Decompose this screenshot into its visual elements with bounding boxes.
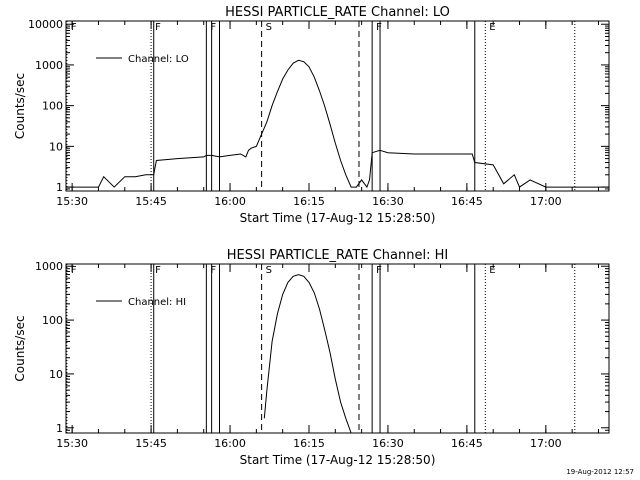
x-tick-label: 15:45 [135,437,167,450]
y-tick-label: 10 [49,368,63,381]
legend-entry-lo: Channel: LO [128,54,189,65]
y-tick-label: 100 [42,100,63,113]
event-marker-label: E [489,22,495,33]
x-tick-label: 16:00 [214,195,246,208]
x-tick-label: 15:45 [135,195,167,208]
plot-frame-lo [65,20,610,192]
x-tick-label: 16:30 [372,195,404,208]
event-marker-label: F [71,22,77,33]
event-marker-label: F [376,22,382,33]
x-tick-label: 16:45 [451,437,483,450]
x-tick-label: 16:15 [293,437,325,450]
x-tick-label: 16:30 [372,437,404,450]
event-marker-label: F [210,265,216,276]
x-tick-label: 16:45 [451,195,483,208]
x-axis-label-lo: Start Time (17-Aug-12 15:28:50) [240,211,436,225]
y-tick-label: 10000 [28,18,63,31]
footer-timestamp: 19-Aug-2012 12:57 [566,468,634,476]
x-tick-label: 16:15 [293,195,325,208]
y-tick-label: 100 [42,314,63,327]
plot-hi: HESSI PARTICLE_RATE Channel: HI 1 10 100 100… [13,248,610,467]
event-marker-label: F [155,265,161,276]
chart-title-lo: HESSI PARTICLE_RATE Channel: LO [225,5,450,20]
x-tick-label: 17:00 [530,195,562,208]
series-line-lo [66,59,609,189]
x-tick-label: 15:30 [56,437,88,450]
plot-frame-hi [65,263,610,434]
y-tick-label: 1 [56,422,63,435]
event-marker-label: F [155,22,161,33]
x-tick-label: 15:30 [56,195,88,208]
plot-lo: HESSI PARTICLE_RATE Channel: LO 1 10 100 100… [13,5,610,225]
event-marker-label: F [71,265,77,276]
y-tick-label: 1000 [35,59,63,72]
y-tick-label: 10 [49,140,63,153]
y-tick-label: 1 [56,181,63,194]
legend-entry-hi: Channel: HI [128,297,186,308]
event-marker-label: E [489,265,495,276]
event-marker-label: S [266,22,272,33]
series-line-hi [263,274,352,433]
x-tick-label: 16:00 [214,437,246,450]
y-axis-label-hi: Counts/sec [13,315,27,381]
x-axis-label-hi: Start Time (17-Aug-12 15:28:50) [240,453,436,467]
event-marker-label: F [210,22,216,33]
y-axis-label-lo: Counts/sec [13,73,27,139]
event-marker-label: F [376,265,382,276]
x-tick-label: 17:00 [530,437,562,450]
event-marker-label: S [266,265,272,276]
y-tick-label: 1000 [35,260,63,273]
chart-title-hi: HESSI PARTICLE_RATE Channel: HI [227,248,448,263]
